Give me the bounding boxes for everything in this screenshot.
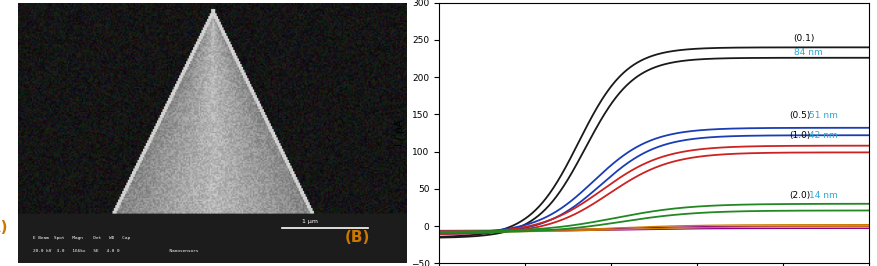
Text: 84 nm: 84 nm [793, 48, 822, 57]
Text: 51 nm: 51 nm [808, 111, 837, 120]
Text: (1.0): (1.0) [788, 131, 809, 140]
Text: (A): (A) [0, 220, 8, 235]
Text: (B): (B) [345, 230, 370, 246]
Text: 1 µm: 1 µm [301, 219, 317, 224]
Y-axis label: I / pA: I / pA [395, 120, 404, 146]
Text: 42 nm: 42 nm [808, 131, 837, 140]
Text: (2.0): (2.0) [788, 191, 809, 200]
Text: 20.0 kV  3.0   166kx   SE   4.0 0                   Nanosensors: 20.0 kV 3.0 166kx SE 4.0 0 Nanosensors [33, 249, 198, 253]
Text: 14 nm: 14 nm [808, 191, 837, 200]
Text: (0.5): (0.5) [788, 111, 809, 120]
Text: (0.1): (0.1) [793, 34, 814, 43]
Text: E Beam  Spot   Magn    Det   WD   Cap: E Beam Spot Magn Det WD Cap [33, 236, 130, 240]
